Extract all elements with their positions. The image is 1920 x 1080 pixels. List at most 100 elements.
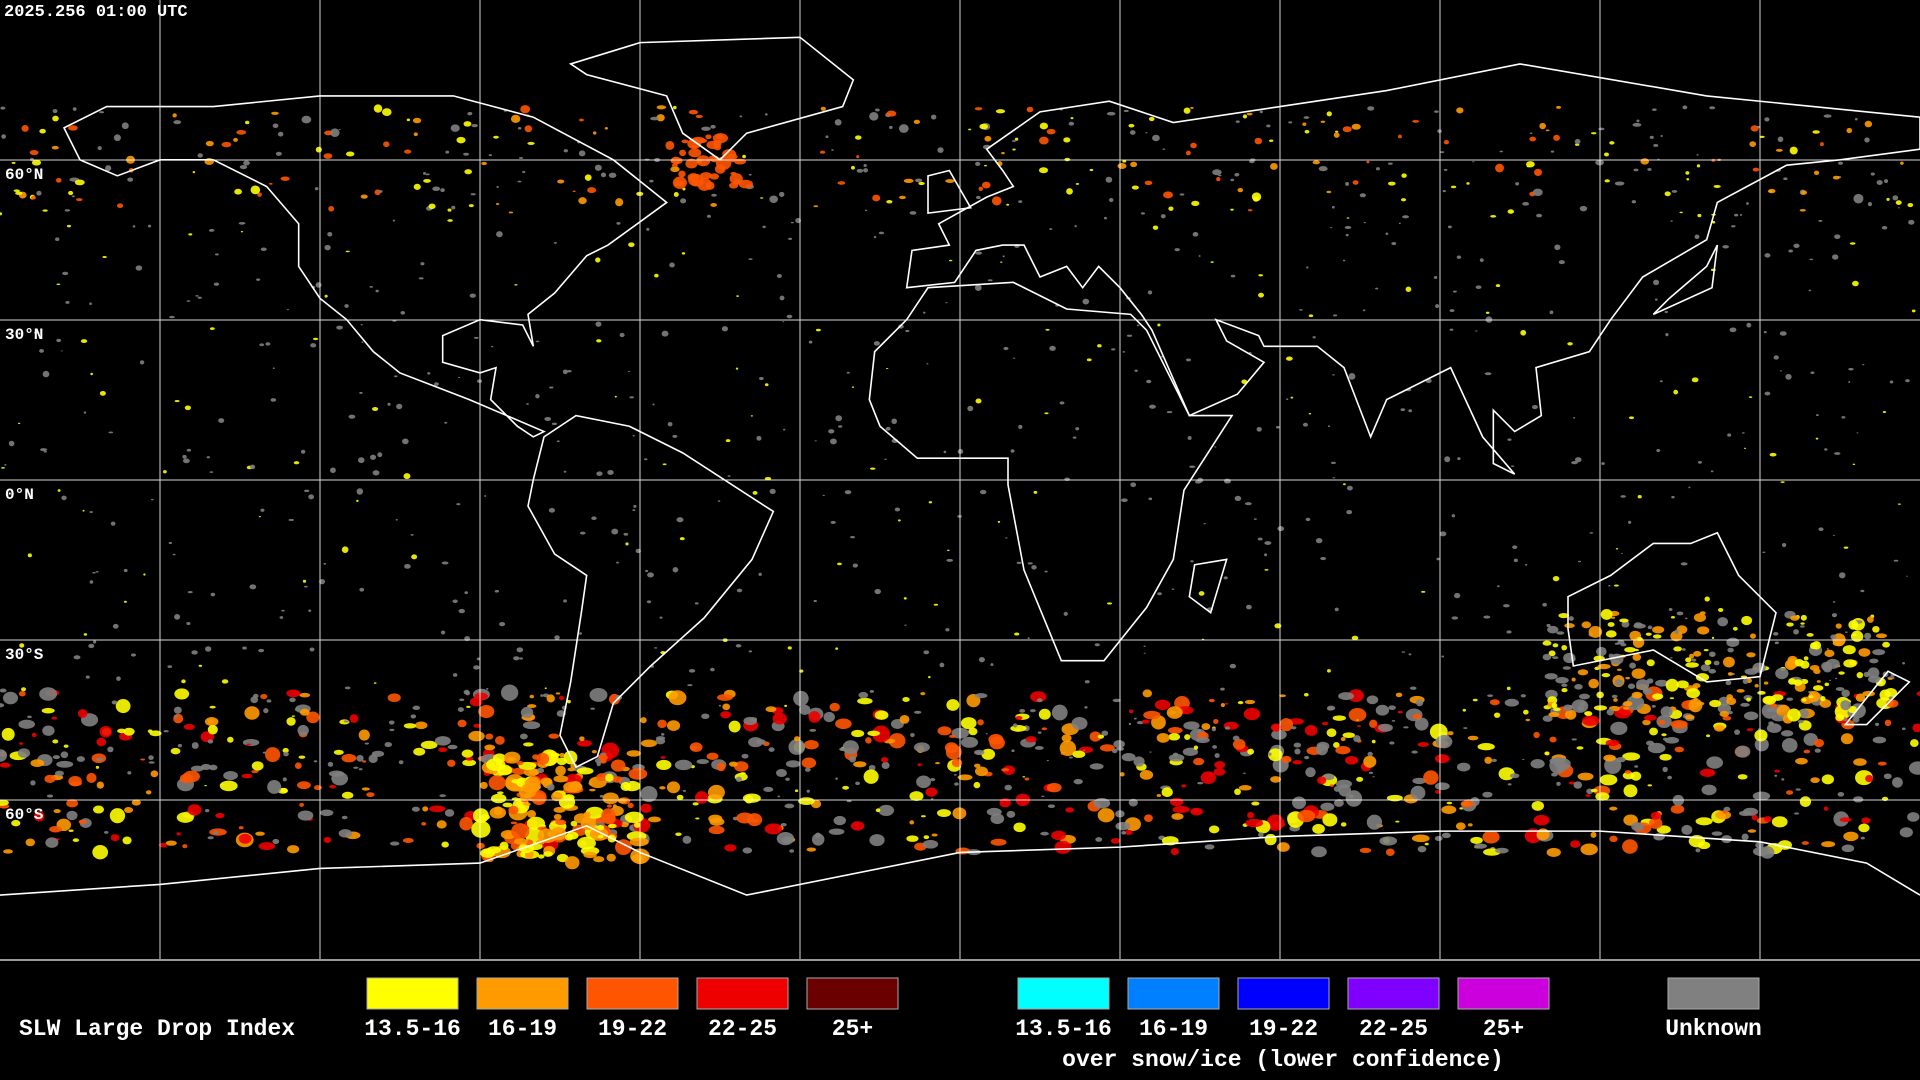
cloud-pixel xyxy=(207,836,214,840)
cloud-pixel xyxy=(1293,742,1302,748)
cloud-pixel xyxy=(1333,799,1344,807)
cloud-pixel xyxy=(0,762,11,768)
cloud-pixel xyxy=(1168,206,1174,211)
cloud-pixel xyxy=(1108,197,1114,203)
cloud-pixel xyxy=(403,473,411,480)
cloud-pixel xyxy=(1598,127,1605,131)
cloud-pixel xyxy=(772,712,788,725)
cloud-pixel xyxy=(123,600,127,603)
cloud-pixel xyxy=(1340,822,1347,827)
cloud-pixel xyxy=(418,277,424,280)
cloud-pixel xyxy=(464,591,469,595)
cloud-pixel xyxy=(676,517,684,523)
cloud-pixel xyxy=(414,721,428,730)
cloud-pixel xyxy=(1345,755,1359,765)
cloud-pixel xyxy=(616,561,619,564)
cloud-pixel xyxy=(187,804,202,816)
cloud-pixel xyxy=(403,723,417,729)
cloud-pixel xyxy=(297,781,311,790)
cloud-pixel xyxy=(1242,114,1248,119)
cloud-pixel xyxy=(1041,727,1048,731)
cloud-pixel xyxy=(1401,651,1406,653)
cloud-pixel xyxy=(1864,137,1870,143)
cloud-pixel xyxy=(1335,779,1353,789)
cloud-pixel xyxy=(1326,705,1336,711)
cloud-pixel xyxy=(76,756,85,762)
cloud-pixel xyxy=(672,176,687,189)
cloud-pixel xyxy=(1417,742,1429,747)
cloud-pixel xyxy=(1736,688,1745,693)
cloud-pixel xyxy=(270,398,277,402)
cloud-pixel xyxy=(1910,739,1919,748)
cloud-pixel xyxy=(1815,414,1819,416)
cloud-pixel xyxy=(1536,828,1550,841)
cloud-pixel xyxy=(1754,737,1769,752)
cloud-pixel xyxy=(174,613,181,620)
cloud-pixel xyxy=(497,791,504,795)
cloud-pixel xyxy=(1746,697,1751,702)
cloud-pixel xyxy=(400,310,406,315)
cloud-pixel xyxy=(1897,503,1901,505)
cloud-pixel xyxy=(576,767,594,775)
cloud-pixel xyxy=(954,782,959,786)
cloud-pixel xyxy=(1861,817,1871,824)
cloud-pixel xyxy=(69,781,82,787)
cloud-pixel xyxy=(1620,552,1624,554)
cloud-pixel xyxy=(863,163,867,168)
cloud-pixel xyxy=(1243,707,1261,721)
cloud-pixel xyxy=(1462,708,1467,712)
cloud-pixel xyxy=(1652,626,1665,634)
cloud-pixel xyxy=(1093,797,1111,809)
cloud-pixel xyxy=(21,687,27,692)
cloud-pixel xyxy=(930,778,936,782)
cloud-pixel xyxy=(784,704,788,707)
cloud-pixel xyxy=(1810,777,1820,784)
cloud-pixel xyxy=(1302,122,1307,126)
cloud-pixel xyxy=(1379,836,1398,846)
cloud-pixel xyxy=(1549,736,1557,743)
cloud-pixel xyxy=(1627,683,1636,689)
cloud-pixel xyxy=(977,719,984,726)
cloud-pixel xyxy=(884,458,887,460)
cloud-pixel xyxy=(1727,433,1732,437)
cloud-pixel xyxy=(1634,765,1639,768)
cloud-pixel xyxy=(945,179,955,184)
cloud-pixel xyxy=(1574,684,1583,690)
cloud-pixel xyxy=(1168,733,1181,741)
cloud-pixel xyxy=(165,840,177,846)
cloud-pixel xyxy=(338,829,353,838)
cloud-pixel xyxy=(457,707,464,712)
cloud-pixel xyxy=(42,725,55,736)
cloud-pixel xyxy=(21,124,29,132)
cloud-pixel xyxy=(1647,168,1652,171)
cloud-pixel xyxy=(1718,696,1730,707)
cloud-pixel xyxy=(90,372,93,376)
cloud-pixel xyxy=(1269,139,1274,142)
cloud-pixel xyxy=(974,766,988,777)
cloud-pixel xyxy=(1348,372,1356,380)
cloud-pixel xyxy=(241,773,253,779)
cloud-pixel xyxy=(1305,767,1316,778)
cloud-pixel xyxy=(1490,215,1497,218)
cloud-pixel xyxy=(1741,833,1749,841)
cloud-pixel xyxy=(176,812,194,823)
cloud-pixel xyxy=(1798,708,1809,719)
cloud-pixel xyxy=(526,816,546,831)
cloud-pixel xyxy=(788,237,793,240)
cloud-pixel xyxy=(1558,260,1565,265)
cloud-pixel xyxy=(1697,461,1702,464)
cloud-pixel xyxy=(1366,814,1383,830)
cloud-pixel xyxy=(459,817,473,831)
cloud-pixel xyxy=(1520,694,1526,698)
cloud-pixel xyxy=(324,294,328,298)
cloud-pixel xyxy=(360,194,368,199)
cloud-pixel xyxy=(1912,723,1920,733)
cloud-pixel xyxy=(1388,705,1396,711)
cloud-pixel xyxy=(440,188,445,193)
cloud-pixel xyxy=(516,647,524,653)
cloud-pixel xyxy=(1686,688,1701,699)
cloud-pixel xyxy=(1134,369,1138,372)
cloud-pixel xyxy=(865,737,872,744)
cloud-pixel xyxy=(1321,721,1329,726)
cloud-pixel xyxy=(1302,422,1308,427)
